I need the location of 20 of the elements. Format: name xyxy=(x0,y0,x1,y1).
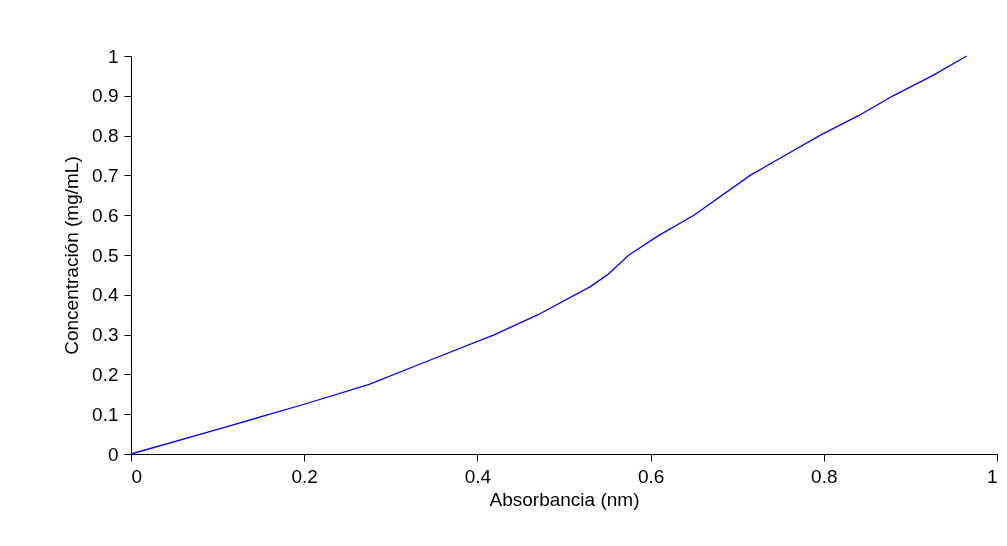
x-tick-label: 1 xyxy=(986,465,998,487)
y-axis-title: Concentración (mg/mL) xyxy=(61,156,83,355)
y-tick-label: 0.3 xyxy=(92,324,119,346)
x-tick-label: 0.6 xyxy=(637,465,665,487)
y-tick-label: 0.2 xyxy=(92,363,119,385)
y-tick-label: 1 xyxy=(107,45,119,67)
y-tick-label: 0.8 xyxy=(92,125,119,147)
y-tick-label: 0.4 xyxy=(92,284,119,306)
x-tick-label: 0 xyxy=(131,465,143,487)
y-tick-label: 0.9 xyxy=(92,85,119,107)
line-series xyxy=(130,55,968,455)
y-tick-label: 0.6 xyxy=(92,204,119,226)
x-axis-title: Absorbancia (nm) xyxy=(489,488,640,510)
y-tick-label: 0.1 xyxy=(92,403,119,425)
x-tick-label: 0.2 xyxy=(291,465,318,487)
y-tick-label: 0 xyxy=(107,443,119,465)
x-tick-label: 0.8 xyxy=(811,465,838,487)
y-tick-label: 0.5 xyxy=(92,244,119,266)
y-tick-label: 0.7 xyxy=(92,164,119,186)
x-tick-label: 0.4 xyxy=(464,465,492,487)
